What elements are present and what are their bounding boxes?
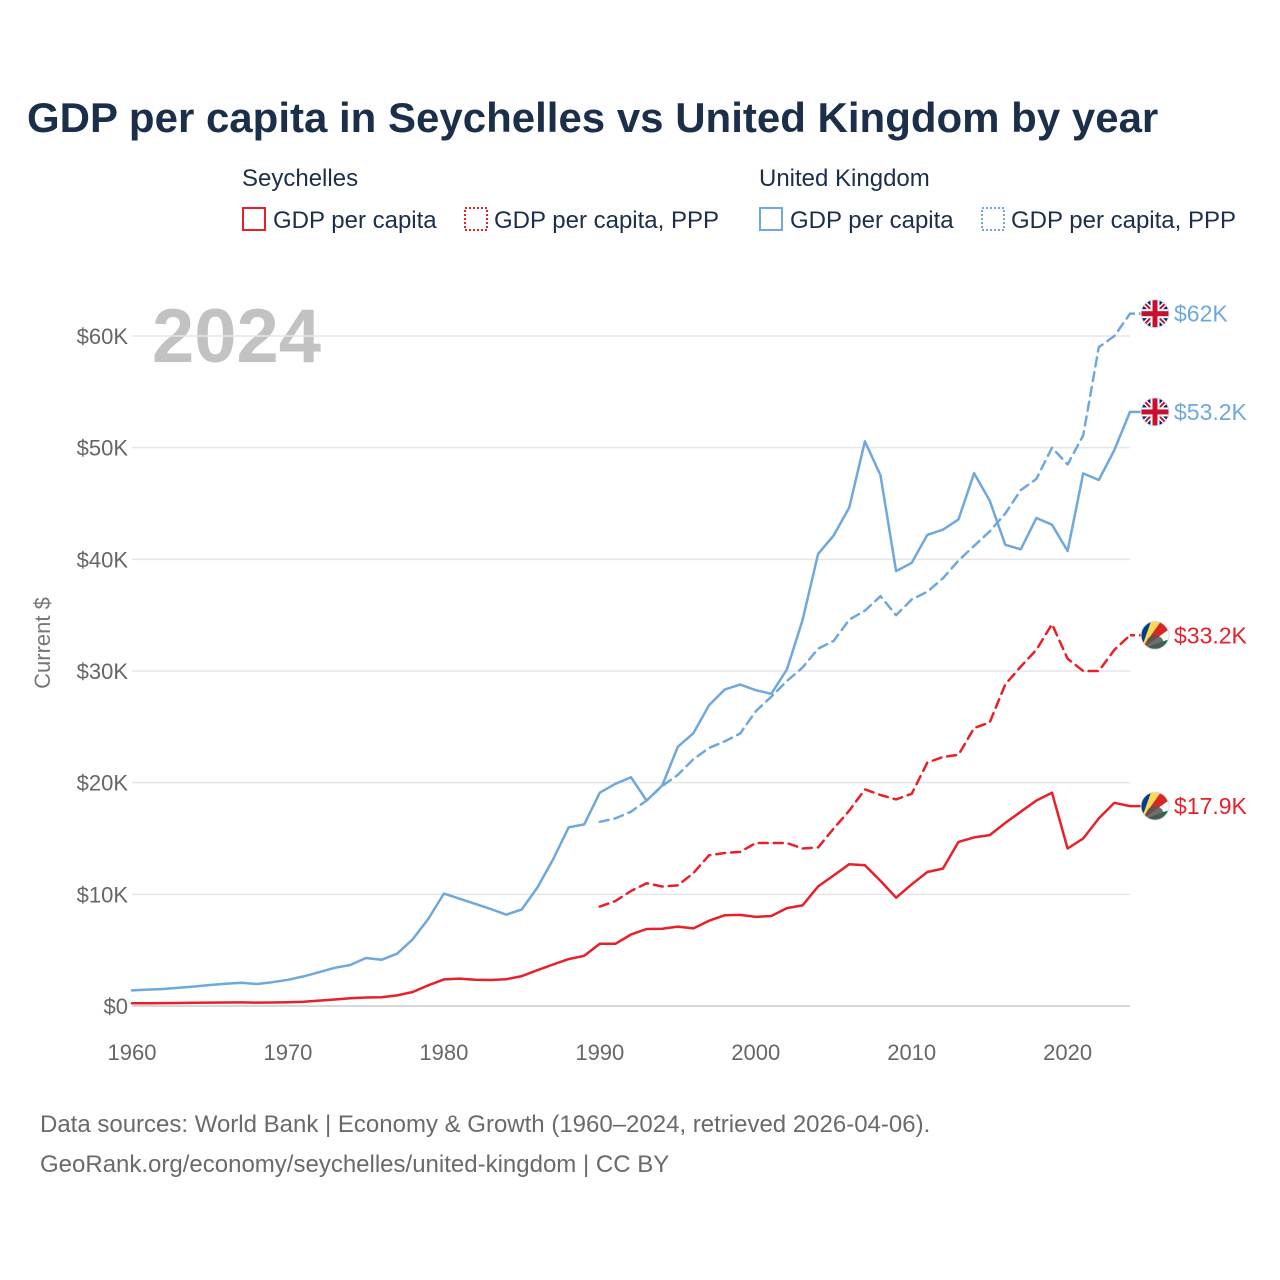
y-tick-label: $40K	[77, 547, 129, 572]
end-labels: $53.2K $62K $17.9K $33.2K	[1130, 299, 1248, 821]
y-tick-label: $10K	[77, 882, 129, 907]
series-line-seychelles-gdp-per-capita-ppp	[598, 622, 1132, 908]
legend-label-seychelles-ppp: GDP per capita, PPP	[494, 207, 719, 234]
y-tick-label: $0	[104, 994, 128, 1019]
end-value-label: $17.9K	[1174, 793, 1248, 819]
end-value-label: $33.2K	[1174, 622, 1248, 648]
y-axis-ticks: $0 $10K $20K $30K $40K $50K $60K	[77, 324, 129, 1019]
y-tick-label: $50K	[77, 436, 129, 461]
y-tick-label: $20K	[77, 771, 129, 796]
gridlines	[132, 335, 1130, 1007]
series-line-united-kingdom-gdp-per-capita	[130, 410, 1132, 992]
legend-title-united-kingdom: United Kingdom	[759, 165, 930, 192]
x-tick-label: 1980	[419, 1040, 468, 1065]
uk-flag-icon	[1140, 299, 1170, 329]
seychelles-flag-icon	[1140, 791, 1170, 821]
series-lines	[130, 312, 1132, 1005]
x-tick-label: 2000	[731, 1040, 780, 1065]
seychelles-flag-icon	[1140, 620, 1170, 650]
x-tick-label: 1990	[575, 1040, 624, 1065]
series-line-seychelles-gdp-per-capita	[130, 791, 1132, 1005]
end-value-label: $53.2K	[1174, 399, 1248, 425]
legend-swatch-seychelles-gdp	[242, 207, 266, 231]
uk-flag-icon	[1140, 397, 1170, 427]
x-tick-label: 2010	[887, 1040, 936, 1065]
legend-swatch-uk-gdp	[759, 207, 783, 231]
x-tick-label: 1970	[263, 1040, 312, 1065]
chart-title: GDP per capita in Seychelles vs United K…	[27, 94, 1158, 141]
legend-swatch-uk-ppp	[981, 207, 1005, 231]
legend-title-seychelles: Seychelles	[242, 165, 358, 192]
source-line-1: Data sources: World Bank | Economy & Gro…	[40, 1111, 930, 1138]
legend: Seychelles GDP per capita GDP per capita…	[242, 165, 1236, 234]
y-tick-label: $60K	[77, 324, 129, 349]
x-tick-label: 1960	[108, 1040, 157, 1065]
x-axis-ticks: 1960 1970 1980 1990 2000 2010 2020	[108, 1040, 1093, 1065]
legend-label-uk-gdp: GDP per capita	[790, 207, 954, 234]
end-value-label: $62K	[1174, 301, 1228, 327]
legend-label-uk-ppp: GDP per capita, PPP	[1011, 207, 1236, 234]
y-tick-label: $30K	[77, 659, 129, 684]
y-axis-title: Current $	[30, 597, 55, 689]
legend-label-seychelles-gdp: GDP per capita	[273, 207, 437, 234]
x-tick-label: 2020	[1043, 1040, 1092, 1065]
series-line-united-kingdom-gdp-per-capita-ppp	[598, 312, 1132, 824]
legend-swatch-seychelles-ppp	[464, 207, 488, 231]
source-line-2: GeoRank.org/economy/seychelles/united-ki…	[40, 1151, 669, 1178]
